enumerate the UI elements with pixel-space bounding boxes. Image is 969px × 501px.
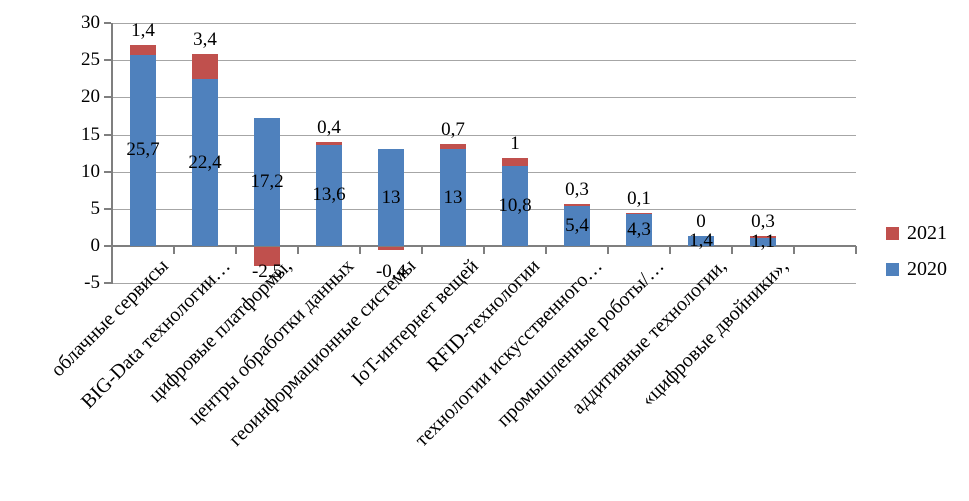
bar-segment-2021: [564, 203, 590, 206]
y-gridline: [112, 208, 856, 210]
y-axis-label: 15: [81, 123, 100, 145]
category-axis-tick: [297, 246, 299, 254]
data-label-2020: 5,4: [565, 214, 589, 236]
data-label-2020: 13: [381, 186, 401, 208]
bar-segment-2020: [688, 235, 714, 246]
category-axis-tick: [235, 246, 237, 254]
data-label-2020: 4,3: [627, 219, 651, 241]
bar-segment-2020: [502, 165, 528, 246]
bar-segment-2021: [254, 247, 280, 266]
data-label-2020: 25,7: [126, 139, 160, 161]
data-label-2021: 1: [510, 133, 520, 155]
data-label-2020: 13,6: [312, 184, 346, 206]
category-axis-tick: [855, 246, 857, 254]
bar-segment-2021: [440, 144, 466, 150]
category-axis-tick: [111, 246, 113, 254]
y-gridline: [112, 97, 856, 99]
y-gridline: [112, 23, 856, 24]
data-label-2021: -2,5: [251, 261, 283, 282]
category-axis-tick: [669, 246, 671, 254]
y-axis-label: 20: [81, 86, 100, 108]
bar-segment-2021: [502, 158, 528, 166]
data-label-2020: 10,8: [498, 194, 532, 216]
bar-segment-2021: [750, 235, 776, 238]
y-axis-label: 30: [81, 12, 100, 33]
y-axis-tick: [104, 22, 111, 24]
data-label-2020: 1,4: [689, 229, 713, 251]
y-axis-label: 10: [81, 160, 100, 182]
bar-segment-2021: [316, 141, 342, 145]
legend-item-2021: 2021: [886, 222, 947, 244]
data-label-2021: -0,4: [375, 261, 407, 282]
data-label-2021: 3,4: [193, 29, 217, 51]
value-axis-line: [111, 23, 113, 285]
data-label-2020: 1,1: [751, 230, 775, 252]
category-axis-tick: [731, 246, 733, 254]
category-axis-tick: [359, 246, 361, 254]
bar-segment-2020: [750, 237, 776, 246]
category-axis-tick: [421, 246, 423, 254]
bar-segment-2020: [564, 205, 590, 246]
data-label-2021: 0,4: [317, 116, 341, 138]
y-gridline: [112, 283, 856, 285]
bar-segment-2020: [316, 144, 342, 246]
bar-segment-2021: [130, 44, 156, 55]
legend-swatch-2020: [886, 262, 899, 276]
y-axis-label: 5: [90, 197, 101, 219]
y-axis-tick: [104, 245, 111, 247]
y-axis-tick: [104, 133, 111, 136]
category-axis-tick: [607, 246, 609, 254]
y-axis-tick: [104, 170, 111, 173]
bar-segment-2021: [378, 247, 404, 250]
data-label-2021: 0: [696, 210, 706, 232]
y-axis-tick: [104, 96, 111, 99]
legend-label: 2021: [907, 222, 947, 244]
category-axis-tick: [545, 246, 547, 254]
y-axis-label: 0: [90, 235, 101, 256]
y-gridline: [112, 171, 856, 173]
y-axis-tick: [104, 59, 111, 62]
bar-segment-2020: [254, 118, 280, 246]
bar-segment-2021: [192, 54, 218, 80]
data-label-2021: 0,7: [441, 119, 465, 141]
y-gridline: [112, 60, 856, 62]
legend-label: 2020: [907, 258, 947, 280]
category-axis-tick: [173, 246, 175, 254]
data-label-2021: 0,3: [751, 210, 775, 232]
y-gridline: [112, 134, 856, 136]
data-label-2021: 1,4: [131, 19, 155, 41]
data-label-2020: 17,2: [250, 171, 284, 193]
bar-segment-2020: [192, 79, 218, 246]
bar-segment-2020: [626, 214, 652, 246]
category-axis-tick: [793, 246, 795, 254]
bar-segment-2020: [378, 149, 404, 246]
bar-segment-2020: [130, 54, 156, 246]
category-axis-tick: [483, 246, 485, 254]
data-label-2021: 0,1: [627, 188, 651, 210]
y-axis-label: -5: [84, 272, 100, 294]
data-label-2020: 13: [443, 186, 463, 208]
category-label: RFID-технологии: [423, 255, 545, 377]
legend-swatch-2021: [886, 226, 899, 240]
y-axis-label: 25: [81, 49, 100, 71]
y-axis-tick: [104, 207, 111, 210]
y-axis-tick: [104, 282, 111, 285]
data-label-2020: 22,4: [188, 151, 222, 173]
bar-segment-2021: [626, 213, 652, 215]
legend: 2021 2020: [886, 222, 947, 280]
legend-item-2020: 2020: [886, 258, 947, 280]
data-label-2021: 0,3: [565, 178, 589, 200]
bar-segment-2020: [440, 149, 466, 246]
